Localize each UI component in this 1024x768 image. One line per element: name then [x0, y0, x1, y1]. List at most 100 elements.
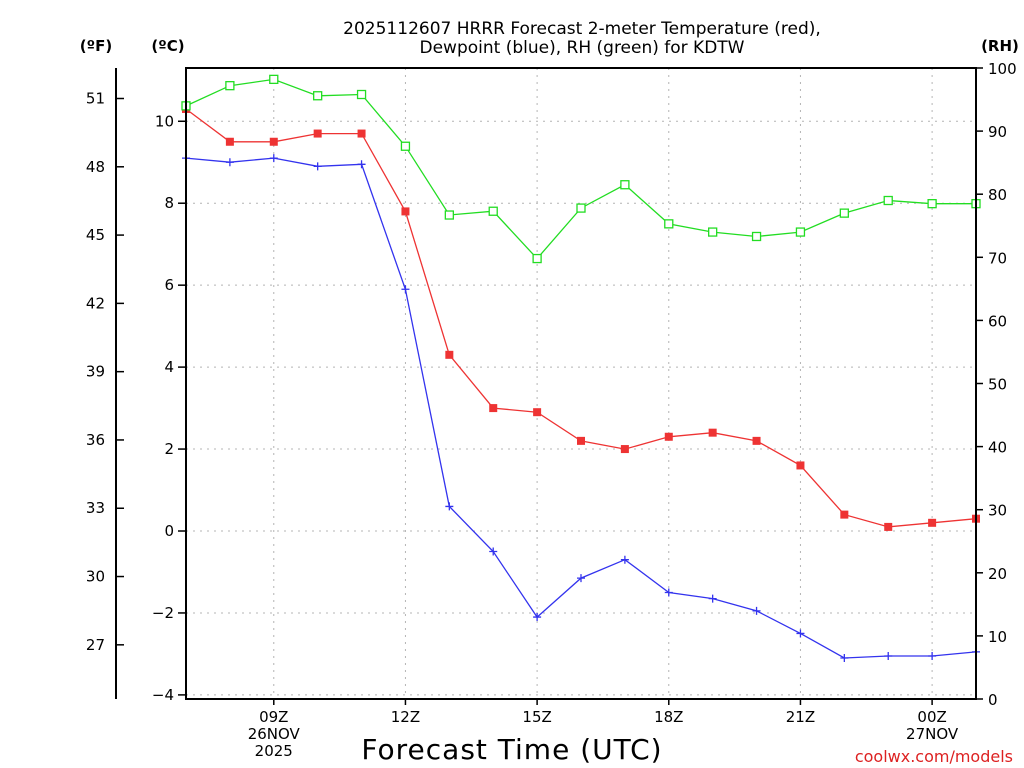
x-tick-label: 00Z	[917, 708, 946, 726]
relative-humidity-point	[532, 253, 542, 264]
x-tick-label: 26NOV	[248, 725, 301, 743]
2-meter-temperature-point	[577, 436, 585, 445]
2-meter-temperature-point	[884, 522, 893, 531]
relative-humidity-point	[356, 89, 367, 100]
celsius-tick-label: 6	[164, 276, 174, 294]
celsius-tick-label: 4	[164, 358, 174, 376]
rh-tick-label: 40	[988, 439, 1007, 457]
fahrenheit-tick-label: 39	[86, 363, 105, 381]
relative-humidity-point	[795, 227, 806, 237]
dewpoint-point	[752, 606, 761, 615]
source-credit: coolwx.com/models	[855, 747, 1013, 766]
celsius-tick-label: 2	[164, 440, 174, 458]
2-meter-temperature-line	[185, 108, 977, 528]
relative-humidity-point	[839, 208, 849, 218]
rh-tick-label: 0	[988, 691, 998, 709]
celsius-unit-label: (ºC)	[151, 37, 184, 55]
fahrenheit-tick-label: 51	[86, 90, 105, 108]
x-tick-label: 09Z	[259, 708, 288, 726]
dewpoint-point	[401, 285, 410, 294]
2-meter-temperature-point	[269, 137, 278, 146]
rh-tick-label: 100	[988, 60, 1017, 78]
x-tick-label: 21Z	[786, 708, 815, 726]
rh-tick-label: 10	[988, 628, 1007, 646]
relative-humidity-point	[313, 91, 323, 101]
dewpoint-line	[185, 157, 977, 659]
dewpoint-point	[269, 154, 278, 163]
relative-humidity-point	[927, 199, 937, 209]
rh-tick-label: 50	[988, 376, 1007, 394]
2-meter-temperature-point	[489, 404, 498, 413]
dewpoint-point	[620, 555, 629, 564]
x-axis-label: Forecast Time (UTC)	[361, 733, 662, 766]
x-tick-label: 15Z	[522, 708, 551, 726]
relative-humidity-point	[488, 206, 498, 216]
2-meter-temperature-point	[357, 129, 366, 138]
fahrenheit-unit-label: (ºF)	[80, 37, 112, 55]
series-layer	[181, 74, 981, 663]
dewpoint-point	[357, 160, 366, 169]
dewpoint-point	[840, 654, 849, 663]
2-meter-temperature-point	[752, 436, 761, 445]
rh-tick-label: 20	[988, 565, 1007, 583]
relative-humidity-point	[225, 81, 235, 91]
fahrenheit-tick-label: 33	[86, 499, 105, 517]
celsius-tick-label: 8	[164, 194, 174, 212]
2-meter-temperature-point	[445, 350, 454, 359]
fahrenheit-tick-label: 36	[86, 431, 105, 449]
2-meter-temperature-point	[796, 461, 805, 470]
dewpoint-point	[577, 574, 585, 583]
fahrenheit-tick-label: 48	[86, 158, 105, 176]
relative-humidity-point	[708, 227, 718, 237]
relative-humidity-line	[185, 78, 976, 260]
x-tick-label: 12Z	[391, 708, 420, 726]
dewpoint-point	[664, 588, 673, 597]
relative-humidity-point	[883, 195, 893, 206]
dewpoint-point	[445, 502, 454, 511]
dewpoint-point	[928, 651, 937, 660]
rh-tick-label: 60	[988, 312, 1007, 330]
2-meter-temperature-point	[225, 137, 234, 146]
dewpoint-point	[313, 162, 322, 171]
fahrenheit-tick-label: 42	[86, 294, 105, 312]
dewpoint-point	[708, 594, 717, 603]
relative-humidity-point	[620, 180, 630, 190]
relative-humidity-point	[400, 141, 411, 151]
2-meter-temperature-point	[928, 518, 937, 527]
chart-title-line-2: Dewpoint (blue), RH (green) for KDTW	[419, 38, 744, 58]
celsius-tick-label: 0	[164, 522, 174, 540]
2-meter-temperature-point	[664, 432, 673, 441]
2-meter-temperature-point	[401, 207, 410, 216]
rh-tick-label: 90	[988, 123, 1007, 141]
2-meter-temperature-point	[708, 428, 717, 437]
celsius-tick-label: −4	[152, 686, 174, 704]
x-tick-label: 2025	[255, 742, 293, 760]
dewpoint-point	[884, 651, 893, 660]
plot-frame	[185, 67, 977, 700]
relative-humidity-point	[444, 210, 454, 220]
dewpoint-point	[533, 613, 542, 622]
celsius-tick-label: 10	[155, 112, 174, 130]
2-meter-temperature-point	[620, 445, 629, 454]
fahrenheit-tick-label: 27	[86, 636, 105, 654]
relative-humidity-point	[576, 203, 586, 213]
2-meter-temperature-point	[313, 129, 322, 138]
fahrenheit-tick-label: 30	[86, 568, 105, 586]
x-tick-label: 27NOV	[906, 725, 959, 743]
relative-humidity-point	[664, 219, 674, 229]
rh-unit-label: (RH)	[981, 37, 1019, 55]
fahrenheit-tick-label: 45	[86, 226, 105, 244]
celsius-tick-label: −2	[152, 604, 174, 622]
rh-tick-label: 30	[988, 502, 1007, 520]
rh-tick-label: 70	[988, 249, 1007, 267]
grid-lines	[186, 68, 976, 699]
dewpoint-point	[796, 629, 805, 638]
x-tick-label: 18Z	[654, 708, 683, 726]
dewpoint-point	[225, 158, 234, 167]
2-meter-temperature-point	[840, 510, 849, 519]
2-meter-temperature-point	[533, 408, 542, 417]
chart-title-line-1: 2025112607 HRRR Forecast 2-meter Tempera…	[343, 19, 821, 39]
relative-humidity-point	[269, 74, 279, 85]
